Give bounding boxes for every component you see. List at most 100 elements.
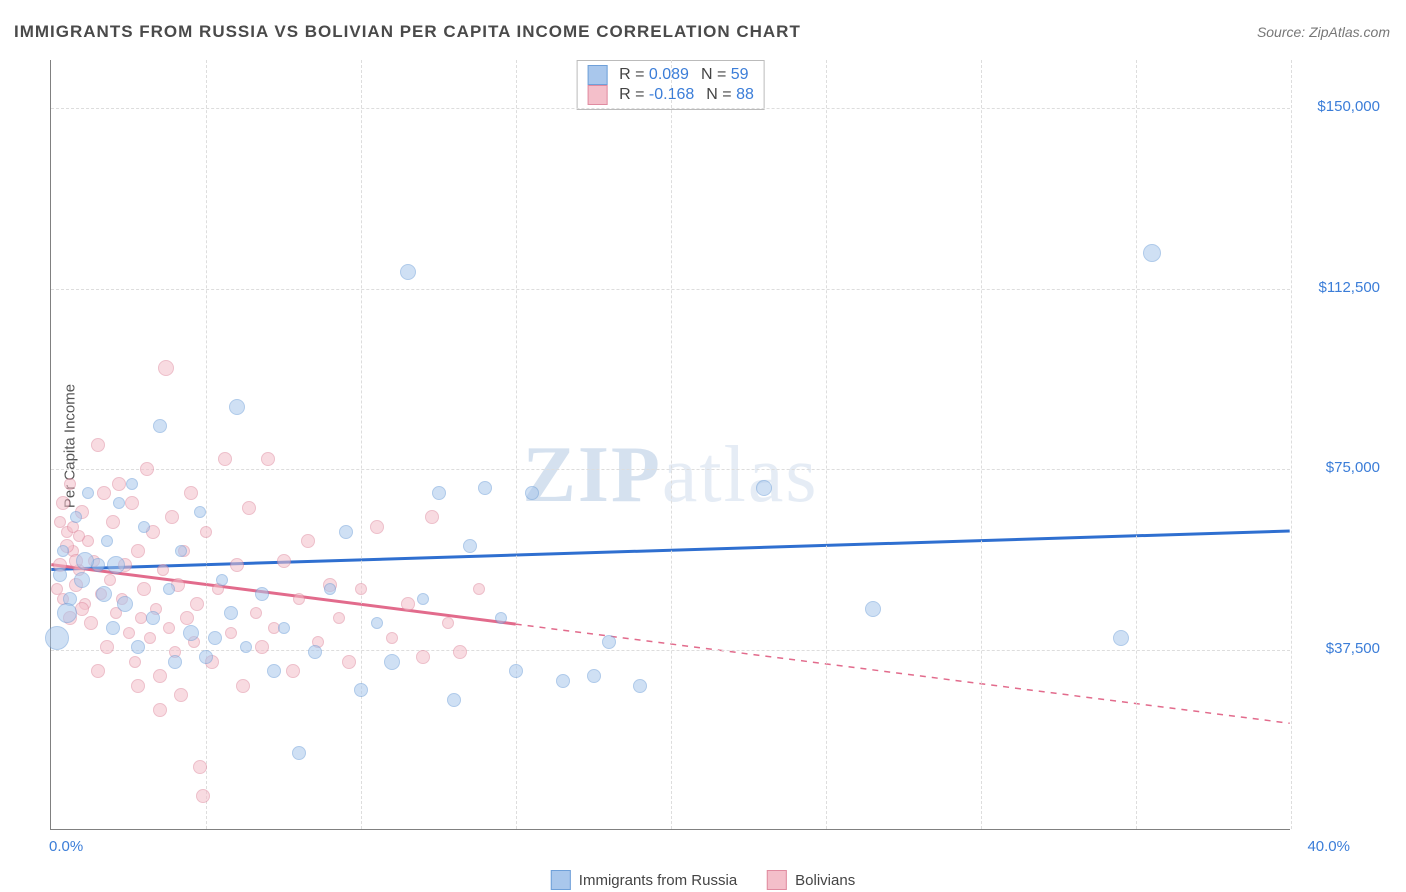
data-point (131, 679, 145, 693)
legend-item: Immigrants from Russia (551, 870, 737, 890)
data-point (135, 612, 147, 624)
data-point (91, 438, 105, 452)
data-point (308, 645, 322, 659)
data-point (158, 360, 174, 376)
trend-line-dashed (516, 624, 1290, 723)
data-point (473, 583, 485, 595)
data-point (354, 683, 368, 697)
data-point (131, 544, 145, 558)
data-point (157, 564, 169, 576)
data-point (240, 641, 252, 653)
r-value: R = 0.089 (619, 66, 689, 84)
bottom-legend: Immigrants from Russia Bolivians (551, 870, 855, 890)
data-point (180, 611, 194, 625)
data-point (355, 583, 367, 595)
data-point (140, 462, 154, 476)
data-point (242, 501, 256, 515)
data-point (168, 655, 182, 669)
data-point (190, 597, 204, 611)
data-point (255, 640, 269, 654)
data-point (463, 539, 477, 553)
data-point (138, 521, 150, 533)
data-point (277, 554, 291, 568)
data-point (175, 545, 187, 557)
data-point (218, 452, 232, 466)
data-point (70, 511, 82, 523)
data-point (56, 496, 70, 510)
data-point (417, 593, 429, 605)
data-point (587, 669, 601, 683)
data-point (509, 664, 523, 678)
data-point (229, 399, 245, 415)
data-point (129, 656, 141, 668)
data-point (324, 583, 336, 595)
data-point (184, 486, 198, 500)
data-point (865, 601, 881, 617)
data-point (267, 664, 281, 678)
chart-container: IMMIGRANTS FROM RUSSIA VS BOLIVIAN PER C… (0, 0, 1406, 892)
data-point (196, 789, 210, 803)
legend-label: Immigrants from Russia (579, 872, 737, 889)
data-point (401, 597, 415, 611)
data-point (144, 632, 156, 644)
data-point (153, 669, 167, 683)
data-point (255, 587, 269, 601)
x-gridline (1291, 60, 1292, 829)
data-point (224, 606, 238, 620)
data-point (101, 535, 113, 547)
x-gridline (826, 60, 827, 829)
legend-swatch (587, 65, 607, 85)
data-point (163, 583, 175, 595)
data-point (106, 621, 120, 635)
x-end-label: 40.0% (1290, 838, 1350, 855)
data-point (117, 596, 133, 612)
chart-title: IMMIGRANTS FROM RUSSIA VS BOLIVIAN PER C… (14, 22, 801, 42)
data-point (384, 654, 400, 670)
data-point (183, 625, 199, 641)
data-point (556, 674, 570, 688)
source-label: Source: ZipAtlas.com (1257, 24, 1390, 40)
data-point (199, 650, 213, 664)
data-point (91, 664, 105, 678)
x-start-label: 0.0% (49, 838, 83, 855)
n-value: N = 88 (706, 86, 754, 104)
data-point (45, 626, 69, 650)
data-point (250, 607, 262, 619)
plot-area: ZIPatlas R = 0.089N = 59R = -0.168N = 88… (50, 60, 1290, 830)
x-gridline (1136, 60, 1137, 829)
data-point (194, 506, 206, 518)
data-point (74, 572, 90, 588)
data-point (416, 650, 430, 664)
r-value: R = -0.168 (619, 86, 694, 104)
data-point (525, 486, 539, 500)
data-point (1113, 630, 1129, 646)
data-point (386, 632, 398, 644)
y-tick-label: $112,500 (1295, 279, 1380, 296)
data-point (756, 480, 772, 496)
data-point (333, 612, 345, 624)
data-point (236, 679, 250, 693)
data-point (602, 635, 616, 649)
legend-label: Bolivians (795, 872, 855, 889)
data-point (286, 664, 300, 678)
data-point (64, 478, 76, 490)
data-point (153, 703, 167, 717)
data-point (371, 617, 383, 629)
legend-item: Bolivians (767, 870, 855, 890)
data-point (1143, 244, 1161, 262)
data-point (57, 545, 69, 557)
data-point (432, 486, 446, 500)
x-gridline (516, 60, 517, 829)
data-point (82, 487, 94, 499)
legend-swatch (767, 870, 787, 890)
data-point (125, 496, 139, 510)
legend-swatch (587, 85, 607, 105)
data-point (131, 640, 145, 654)
data-point (75, 602, 89, 616)
data-point (126, 478, 138, 490)
data-point (292, 746, 306, 760)
y-tick-label: $75,000 (1295, 459, 1380, 476)
data-point (165, 510, 179, 524)
data-point (53, 568, 67, 582)
data-point (261, 452, 275, 466)
